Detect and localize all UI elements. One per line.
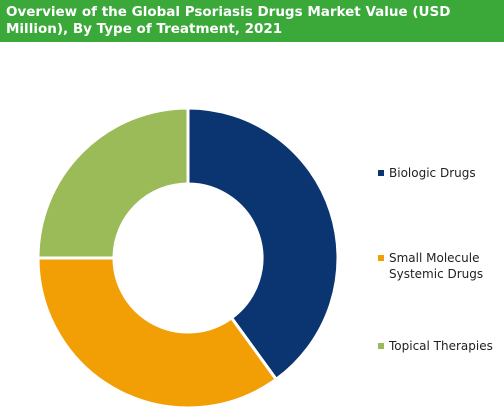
- donut-slice: [36, 106, 190, 260]
- legend-swatch: [378, 343, 384, 349]
- legend-item: Biologic Drugs: [378, 165, 476, 181]
- legend-swatch: [378, 170, 384, 176]
- legend: Biologic Drugs Small Molecule Systemic Dr…: [378, 0, 504, 410]
- donut-slice: [36, 256, 279, 410]
- plot: [36, 106, 340, 410]
- chart-title: Overview of the Global Psoriasis Drugs M…: [0, 0, 504, 42]
- legend-label: Biologic Drugs: [389, 166, 476, 180]
- legend-label: Topical Therapies: [389, 339, 493, 353]
- legend-label: Small Molecule Systemic Drugs: [389, 251, 484, 281]
- legend-swatch: [378, 255, 384, 261]
- donut-slice: [186, 106, 340, 382]
- legend-item: Topical Therapies: [378, 338, 493, 354]
- legend-item: Small Molecule Systemic Drugs: [378, 250, 504, 282]
